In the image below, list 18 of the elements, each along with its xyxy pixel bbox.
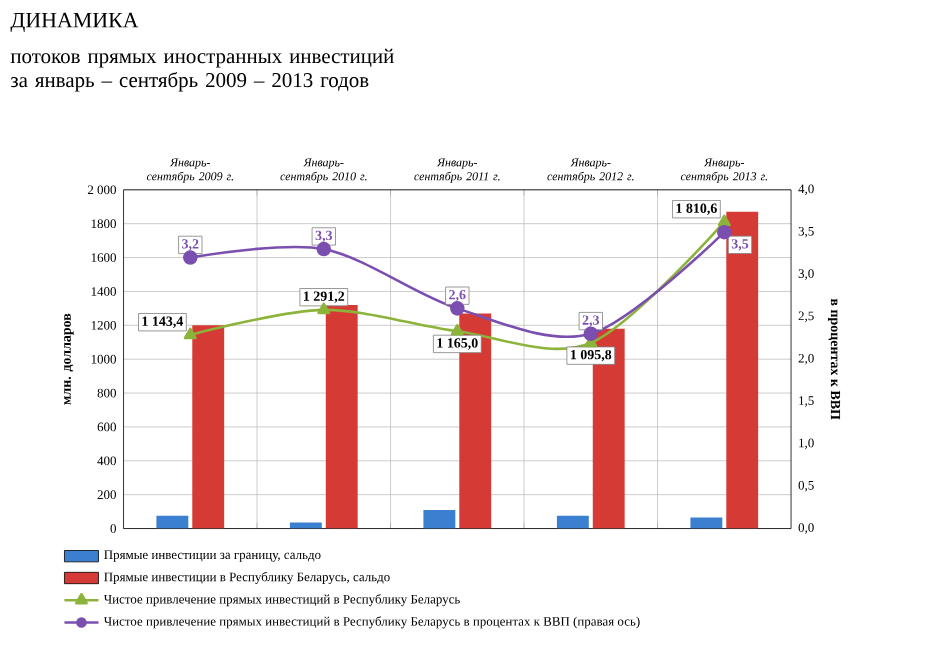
chart-title: ДИНАМИКА <box>10 12 139 32</box>
bar <box>556 515 589 529</box>
point <box>183 250 198 265</box>
bar <box>192 325 225 529</box>
bar <box>690 517 723 529</box>
bar <box>156 515 189 529</box>
point <box>316 241 332 257</box>
point <box>450 301 465 316</box>
point <box>183 327 197 340</box>
bar <box>726 211 759 529</box>
point <box>450 323 464 336</box>
point <box>717 214 731 227</box>
point <box>583 326 599 342</box>
bar <box>423 509 456 529</box>
bar <box>325 304 358 529</box>
chart-subtitle: потоков прямых иностранных инвестиций за январь – сентябрь 2009 – 2013 годов <box>10 48 394 92</box>
point <box>317 302 331 315</box>
point <box>717 224 732 240</box>
